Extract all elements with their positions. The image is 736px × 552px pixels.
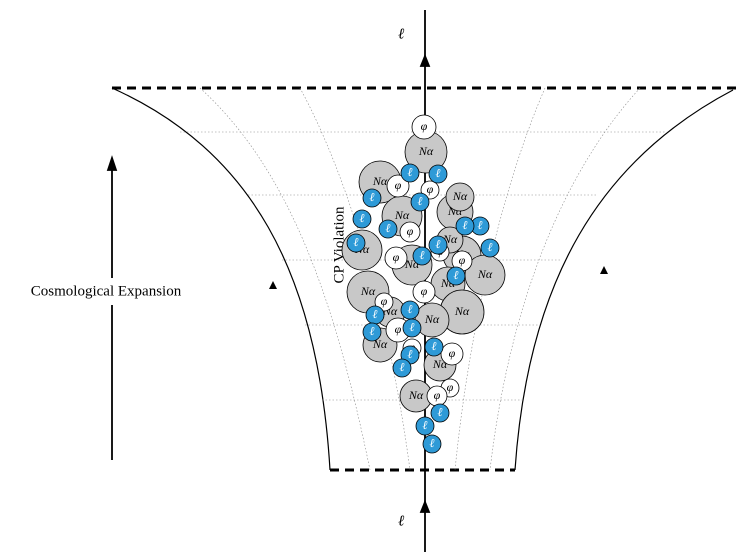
particle [402, 318, 422, 338]
particle-label: ℓ [408, 347, 413, 361]
particle-label: ℓ [463, 218, 468, 232]
cp-violation-label: CP Violation [331, 206, 347, 284]
particles: NαNαNαNαNαNαNαNαNαNαNαNαNαNαNαNαNαNαφφφφ… [341, 114, 506, 454]
particle [445, 182, 475, 212]
particle [424, 337, 444, 357]
particle [422, 434, 442, 454]
particle [378, 219, 398, 239]
particle [428, 164, 448, 184]
particle-label: φ [381, 294, 388, 308]
particle-label: Nα [477, 267, 493, 281]
particle-label: ℓ [436, 237, 441, 251]
particle-label: ℓ [400, 360, 405, 374]
particle-label: φ [447, 380, 454, 394]
funnel [111, 86, 736, 472]
particle [480, 238, 500, 258]
particle [392, 358, 412, 378]
particle-label: ℓ [430, 436, 435, 450]
particle-label: φ [421, 119, 428, 133]
particle [411, 114, 437, 140]
particle-label: φ [395, 178, 402, 192]
particle [384, 246, 408, 270]
particle [346, 233, 366, 253]
particle-label: ℓ [370, 190, 375, 204]
particle-label: ℓ [354, 235, 359, 249]
particle-label: ℓ [410, 320, 415, 334]
bottom-lepton-label: ℓ [398, 513, 404, 529]
left-wall [111, 87, 331, 471]
particle-label: ℓ [423, 418, 428, 432]
particle [412, 246, 432, 266]
particle [415, 416, 435, 436]
particle [410, 192, 430, 212]
particle-label: ℓ [438, 405, 443, 419]
top-lepton-label: ℓ [398, 26, 404, 42]
particle-label: ℓ [373, 307, 378, 321]
particle-label: ℓ [478, 218, 483, 232]
particle [386, 174, 410, 198]
particle [374, 292, 394, 312]
particle-label: ℓ [370, 324, 375, 338]
particle-label: ℓ [488, 240, 493, 254]
particle [400, 163, 420, 183]
particle-label: φ [421, 284, 428, 298]
particle [412, 280, 436, 304]
particle-label: Nα [454, 304, 470, 318]
particle-label: Nα [408, 388, 424, 402]
particle [446, 266, 466, 286]
particle-label: ℓ [386, 221, 391, 235]
particle [362, 322, 382, 342]
particle-label: Nα [394, 208, 410, 222]
particle-label: φ [393, 250, 400, 264]
right-wall [514, 89, 734, 471]
particle-label: Nα [452, 189, 468, 203]
particle [399, 221, 421, 243]
particle-label: φ [449, 346, 456, 360]
particle-label: ℓ [360, 211, 365, 225]
particle-label: φ [407, 224, 414, 238]
particle [455, 216, 475, 236]
particle-label: ℓ [420, 248, 425, 262]
particle-label: φ [427, 182, 434, 196]
particle-label: Nα [372, 174, 388, 188]
expansion-arrow [106, 155, 118, 460]
particle-label: ℓ [408, 165, 413, 179]
particle-label: ℓ [436, 166, 441, 180]
particle [428, 235, 448, 255]
particle-label: Nα [418, 144, 434, 158]
particle-label: Nα [424, 312, 440, 326]
particle-label: ℓ [418, 194, 423, 208]
particle-label: ℓ [408, 302, 413, 316]
particle [430, 403, 450, 423]
expansion-label: Cosmological Expansion [31, 283, 182, 299]
particle-label: φ [459, 253, 466, 267]
particle [352, 209, 372, 229]
particle-label: ℓ [454, 268, 459, 282]
particle [440, 342, 464, 366]
particle-label: φ [395, 322, 402, 336]
particle-label: ℓ [432, 339, 437, 353]
particle [362, 188, 382, 208]
particle-label: Nα [360, 284, 376, 298]
particle-label: φ [434, 388, 441, 402]
